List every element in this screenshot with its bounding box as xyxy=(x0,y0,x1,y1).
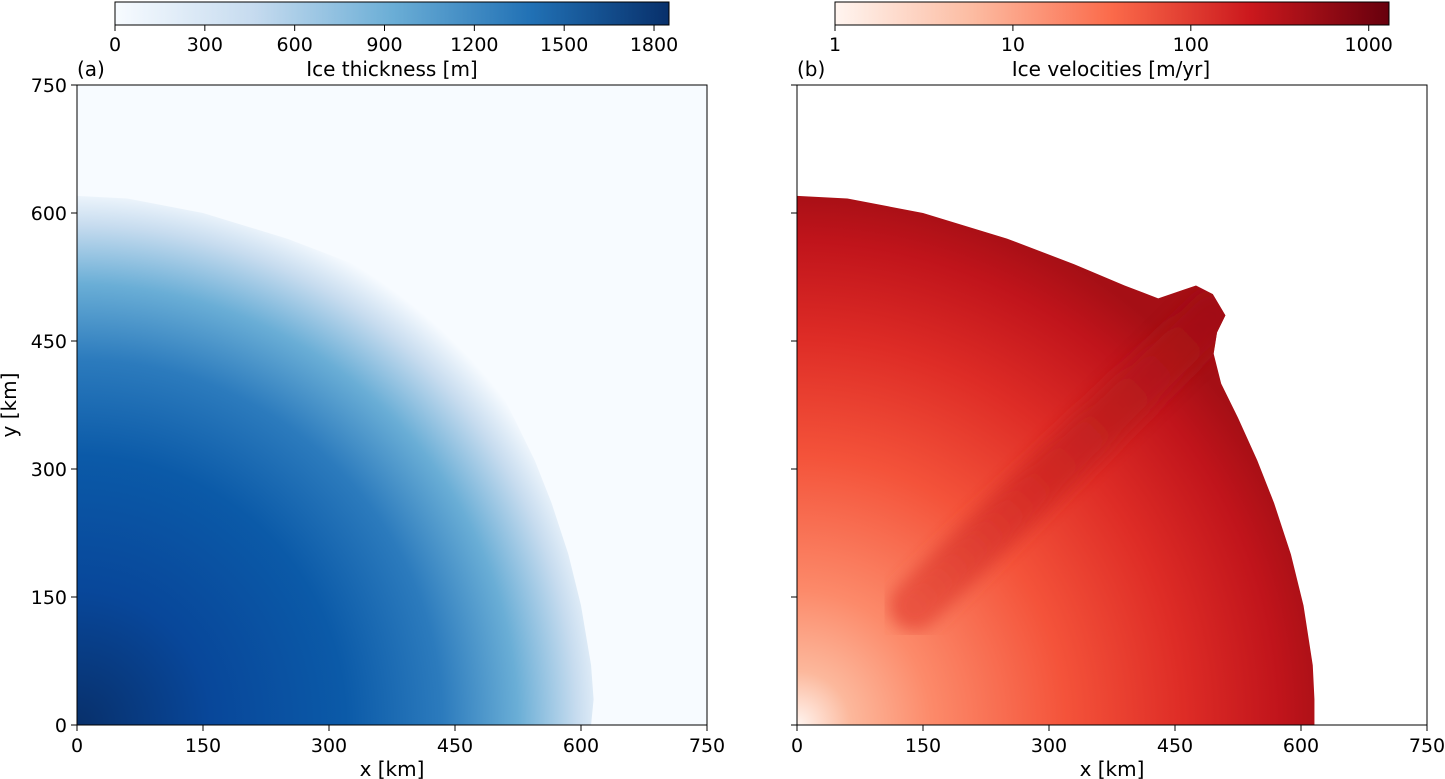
panel-b-frame xyxy=(796,84,1428,726)
colorbar-thickness-tick-label: 300 xyxy=(187,34,223,56)
colorbar-velocity-tick-label: 1000 xyxy=(1345,34,1393,56)
panel-a-xtick-label: 300 xyxy=(311,735,347,757)
panel-b: (b) 0 150 300 450 600 750 x [km] xyxy=(791,57,1445,779)
panel-a-xlabel: x [km] xyxy=(360,757,425,779)
colorbar-velocity-bar xyxy=(834,1,1390,26)
panel-a-label: (a) xyxy=(77,57,105,81)
panel-a-ylabel: y [km] xyxy=(0,373,21,438)
colorbar-velocity-tick-label: 10 xyxy=(1001,34,1025,56)
colorbar-velocity-label: Ice velocities [m/yr] xyxy=(1012,57,1210,81)
panel-b-xtick-label: 600 xyxy=(1283,735,1319,757)
panel-a: (a) 0 150 300 450 600 750 0 150 300 450 600 750 x [… xyxy=(0,57,725,779)
panel-a-ytick-label: 150 xyxy=(31,587,67,609)
colorbar-thickness-tick-label: 0 xyxy=(109,34,121,56)
panel-a-frame xyxy=(76,84,708,726)
colorbar-velocity: 1 10 100 1000 Ice velocities [m/yr] xyxy=(829,1,1393,81)
colorbar-velocity-tick-label: 1 xyxy=(829,34,841,56)
panel-b-xtick-label: 150 xyxy=(905,735,941,757)
colorbar-thickness-label: Ice thickness [m] xyxy=(306,57,477,81)
colorbar-thickness-tick-label: 1200 xyxy=(450,34,498,56)
panel-a-ytick-label: 300 xyxy=(31,459,67,481)
colorbar-thickness-tick-label: 900 xyxy=(366,34,402,56)
panel-a-xtick-label: 0 xyxy=(71,735,83,757)
panel-a-ytick-label: 750 xyxy=(31,75,67,97)
panel-b-label: (b) xyxy=(797,57,825,81)
panel-b-xtick-label: 450 xyxy=(1157,735,1193,757)
colorbar-thickness-tick-label: 1800 xyxy=(630,34,678,56)
colorbar-thickness-tick-label: 600 xyxy=(277,34,313,56)
panel-a-xtick-label: 600 xyxy=(563,735,599,757)
panel-a-xtick-label: 450 xyxy=(437,735,473,757)
colorbar-velocity-tick-label: 100 xyxy=(1173,34,1209,56)
panel-b-xtick-label: 0 xyxy=(791,735,803,757)
panel-a-ytick-label: 0 xyxy=(55,715,67,737)
panel-a-xtick-label: 750 xyxy=(689,735,725,757)
panel-a-ytick-label: 450 xyxy=(31,331,67,353)
colorbar-thickness-tick-label: 1500 xyxy=(540,34,588,56)
colorbar-thickness-bar xyxy=(114,1,670,26)
panel-b-ice-stream xyxy=(889,290,1239,631)
panel-b-xtick-label: 750 xyxy=(1409,735,1445,757)
panel-b-xtick-label: 300 xyxy=(1031,735,1067,757)
panel-b-xlabel: x [km] xyxy=(1080,757,1145,779)
panel-a-xtick-label: 150 xyxy=(185,735,221,757)
panel-a-ytick-label: 600 xyxy=(31,203,67,225)
colorbar-thickness: 0 300 600 900 1200 1500 1800 Ice thickness [m] xyxy=(109,1,678,81)
